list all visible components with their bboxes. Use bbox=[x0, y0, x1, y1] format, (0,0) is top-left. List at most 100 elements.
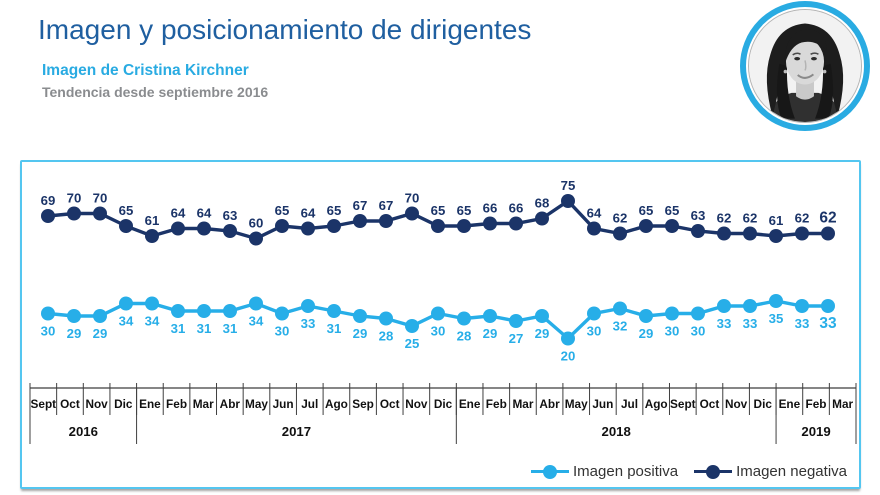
svg-text:64: 64 bbox=[197, 206, 212, 221]
svg-text:62: 62 bbox=[717, 211, 732, 226]
svg-text:33: 33 bbox=[795, 316, 810, 331]
svg-text:30: 30 bbox=[275, 324, 290, 339]
svg-text:2019: 2019 bbox=[801, 424, 830, 439]
svg-text:62: 62 bbox=[613, 211, 628, 226]
svg-text:25: 25 bbox=[405, 336, 420, 351]
svg-text:Nov: Nov bbox=[85, 397, 108, 411]
svg-text:May: May bbox=[245, 397, 268, 411]
svg-text:30: 30 bbox=[665, 324, 680, 339]
svg-text:31: 31 bbox=[223, 321, 238, 336]
svg-text:33: 33 bbox=[301, 316, 316, 331]
svg-text:29: 29 bbox=[639, 326, 654, 341]
svg-text:65: 65 bbox=[457, 203, 472, 218]
svg-text:62: 62 bbox=[819, 210, 836, 227]
legend: Imagen positiva Imagen negativa bbox=[531, 463, 847, 480]
legend-label-positive: Imagen positiva bbox=[573, 463, 679, 480]
svg-text:65: 65 bbox=[639, 203, 654, 218]
svg-text:65: 65 bbox=[275, 203, 290, 218]
svg-text:64: 64 bbox=[587, 206, 602, 221]
svg-text:66: 66 bbox=[509, 201, 524, 216]
svg-text:2017: 2017 bbox=[282, 424, 311, 439]
svg-text:33: 33 bbox=[743, 316, 758, 331]
legend-label-negative: Imagen negativa bbox=[736, 463, 847, 480]
svg-text:Ago: Ago bbox=[645, 397, 668, 411]
svg-text:Abr: Abr bbox=[539, 397, 560, 411]
svg-text:34: 34 bbox=[249, 314, 264, 329]
svg-text:65: 65 bbox=[665, 203, 680, 218]
svg-text:29: 29 bbox=[535, 326, 550, 341]
svg-text:62: 62 bbox=[743, 211, 758, 226]
svg-text:Abr: Abr bbox=[220, 397, 241, 411]
svg-text:Jun: Jun bbox=[273, 397, 294, 411]
svg-text:Jul: Jul bbox=[301, 397, 318, 411]
svg-text:69: 69 bbox=[41, 193, 56, 208]
svg-text:66: 66 bbox=[483, 201, 498, 216]
svg-text:Ene: Ene bbox=[779, 397, 801, 411]
svg-text:70: 70 bbox=[67, 191, 82, 206]
svg-text:2016: 2016 bbox=[69, 424, 98, 439]
svg-text:Oct: Oct bbox=[380, 397, 400, 411]
svg-text:65: 65 bbox=[119, 203, 134, 218]
svg-text:Ene: Ene bbox=[459, 397, 481, 411]
svg-text:32: 32 bbox=[613, 319, 628, 334]
svg-text:30: 30 bbox=[431, 324, 446, 339]
svg-text:Dic: Dic bbox=[114, 397, 133, 411]
svg-text:Sept: Sept bbox=[670, 397, 696, 411]
svg-text:27: 27 bbox=[509, 331, 524, 346]
svg-text:Ene: Ene bbox=[139, 397, 161, 411]
legend-item-negative: Imagen negativa bbox=[694, 463, 847, 480]
svg-text:Mar: Mar bbox=[512, 397, 533, 411]
svg-text:Jun: Jun bbox=[592, 397, 613, 411]
svg-text:67: 67 bbox=[353, 198, 368, 213]
svg-text:Feb: Feb bbox=[806, 397, 827, 411]
svg-text:33: 33 bbox=[819, 315, 837, 332]
svg-text:60: 60 bbox=[249, 216, 264, 231]
svg-text:70: 70 bbox=[93, 191, 108, 206]
svg-text:28: 28 bbox=[457, 329, 472, 344]
svg-text:75: 75 bbox=[561, 178, 576, 193]
svg-text:64: 64 bbox=[171, 206, 186, 221]
positive-series-marker-icon bbox=[531, 464, 570, 479]
svg-text:67: 67 bbox=[379, 198, 394, 213]
svg-text:35: 35 bbox=[769, 311, 784, 326]
svg-text:Feb: Feb bbox=[166, 397, 187, 411]
negative-series-marker-icon bbox=[694, 464, 733, 479]
svg-text:Dic: Dic bbox=[754, 397, 773, 411]
svg-text:Ago: Ago bbox=[325, 397, 348, 411]
svg-text:61: 61 bbox=[145, 213, 160, 228]
svg-text:30: 30 bbox=[587, 324, 602, 339]
svg-text:Sep: Sep bbox=[352, 397, 374, 411]
svg-text:Nov: Nov bbox=[405, 397, 428, 411]
svg-text:May: May bbox=[565, 397, 588, 411]
trend-chart: 69 70 70 65 61 64 64 63 60 65 64 65 67 67 70 65 65 66 66 68… bbox=[29, 178, 857, 444]
svg-text:70: 70 bbox=[405, 191, 420, 206]
svg-text:30: 30 bbox=[691, 324, 706, 339]
svg-text:29: 29 bbox=[93, 326, 108, 341]
svg-text:34: 34 bbox=[145, 314, 160, 329]
svg-text:Mar: Mar bbox=[193, 397, 214, 411]
svg-text:65: 65 bbox=[431, 203, 446, 218]
avatar bbox=[740, 1, 870, 131]
svg-text:20: 20 bbox=[561, 349, 576, 364]
svg-text:31: 31 bbox=[171, 321, 186, 336]
svg-text:29: 29 bbox=[67, 326, 82, 341]
svg-text:Mar: Mar bbox=[832, 397, 853, 411]
svg-text:Jul: Jul bbox=[621, 397, 638, 411]
svg-text:30: 30 bbox=[41, 324, 56, 339]
svg-text:31: 31 bbox=[197, 321, 212, 336]
svg-text:68: 68 bbox=[535, 196, 550, 211]
svg-text:Nov: Nov bbox=[725, 397, 748, 411]
svg-text:Sept: Sept bbox=[31, 397, 57, 411]
trend-note: Tendencia desde septiembre 2016 bbox=[42, 84, 269, 100]
svg-text:29: 29 bbox=[353, 326, 368, 341]
chart-panel: 69 70 70 65 61 64 64 63 60 65 64 65 67 67 70 65 65 66 66 68… bbox=[20, 160, 861, 489]
svg-text:63: 63 bbox=[691, 208, 706, 223]
svg-text:28: 28 bbox=[379, 329, 394, 344]
svg-text:Oct: Oct bbox=[700, 397, 720, 411]
svg-text:31: 31 bbox=[327, 321, 342, 336]
svg-text:65: 65 bbox=[327, 203, 342, 218]
portrait-photo bbox=[748, 9, 862, 123]
svg-text:34: 34 bbox=[119, 314, 134, 329]
svg-text:Dic: Dic bbox=[434, 397, 453, 411]
